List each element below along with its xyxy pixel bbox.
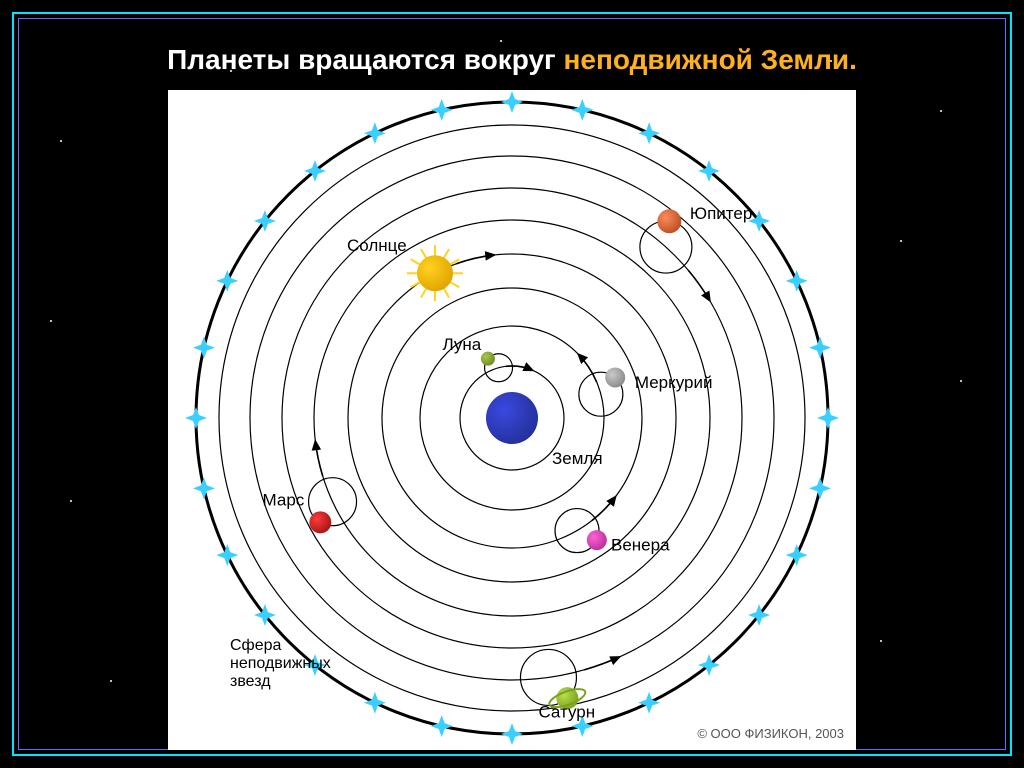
title-text-highlight: неподвижной Земли. bbox=[563, 44, 856, 75]
earth-label: Земля bbox=[552, 449, 603, 468]
saturn-label: Сатурн bbox=[538, 702, 595, 721]
fixed-stars-label: Сфера bbox=[230, 637, 282, 654]
venus-body bbox=[587, 530, 607, 550]
venus-label: Венера bbox=[611, 536, 670, 555]
fixed-stars-label: неподвижных bbox=[230, 655, 331, 672]
title-text-plain: Планеты вращаются вокруг bbox=[167, 44, 563, 75]
moon-body bbox=[481, 352, 495, 366]
sun-body bbox=[417, 255, 453, 291]
mars-body bbox=[309, 511, 331, 533]
earth-body bbox=[486, 392, 538, 444]
slide-title: Планеты вращаются вокруг неподвижной Зем… bbox=[0, 44, 1024, 76]
jupiter-body bbox=[657, 209, 681, 233]
geocentric-diagram: Земля Луна Меркурий Венера Солнце Марс Юпитер С… bbox=[168, 90, 856, 750]
fixed-stars-label: звезд bbox=[230, 673, 271, 690]
jupiter-label: Юпитер bbox=[690, 204, 752, 223]
mercury-body bbox=[605, 367, 625, 387]
mercury-label: Меркурий bbox=[635, 373, 713, 392]
mars-label: Марс bbox=[263, 491, 305, 510]
copyright-text: © ООО ФИЗИКОН, 2003 bbox=[697, 726, 844, 741]
sun-label: Солнце bbox=[347, 236, 407, 255]
moon-label: Луна bbox=[443, 335, 482, 354]
diagram-svg: Земля Луна Меркурий Венера Солнце Марс Юпитер С… bbox=[168, 90, 856, 750]
